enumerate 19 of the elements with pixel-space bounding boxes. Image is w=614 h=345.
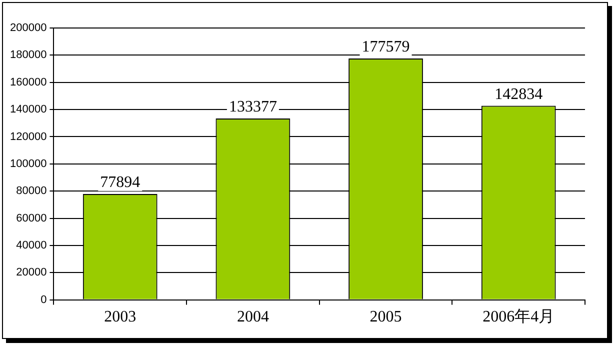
y-tick-label: 100000: [10, 158, 47, 170]
data-label: 177579: [362, 38, 410, 56]
x-tick-label: 2005: [370, 308, 402, 326]
y-tick-label: 180000: [10, 49, 47, 62]
x-tick-label: 2006年4月: [482, 308, 555, 326]
y-tick-label: 40000: [16, 239, 47, 252]
x-tick-label: 2003: [104, 308, 136, 326]
y-tick-label: 160000: [10, 76, 47, 88]
y-tick-label: 60000: [16, 212, 47, 224]
y-tick-label: 20000: [16, 266, 47, 279]
y-tick-label: 80000: [16, 185, 47, 198]
data-label: 142834: [494, 86, 543, 103]
y-tick-label: 0: [40, 294, 47, 306]
x-tick-label: 2004: [236, 308, 269, 326]
y-tick-label: 140000: [10, 104, 47, 116]
data-label: 77894: [100, 174, 140, 192]
data-label: 133377: [228, 98, 277, 116]
y-tick-label: 120000: [10, 130, 47, 143]
y-tick-label: 200000: [10, 22, 47, 34]
